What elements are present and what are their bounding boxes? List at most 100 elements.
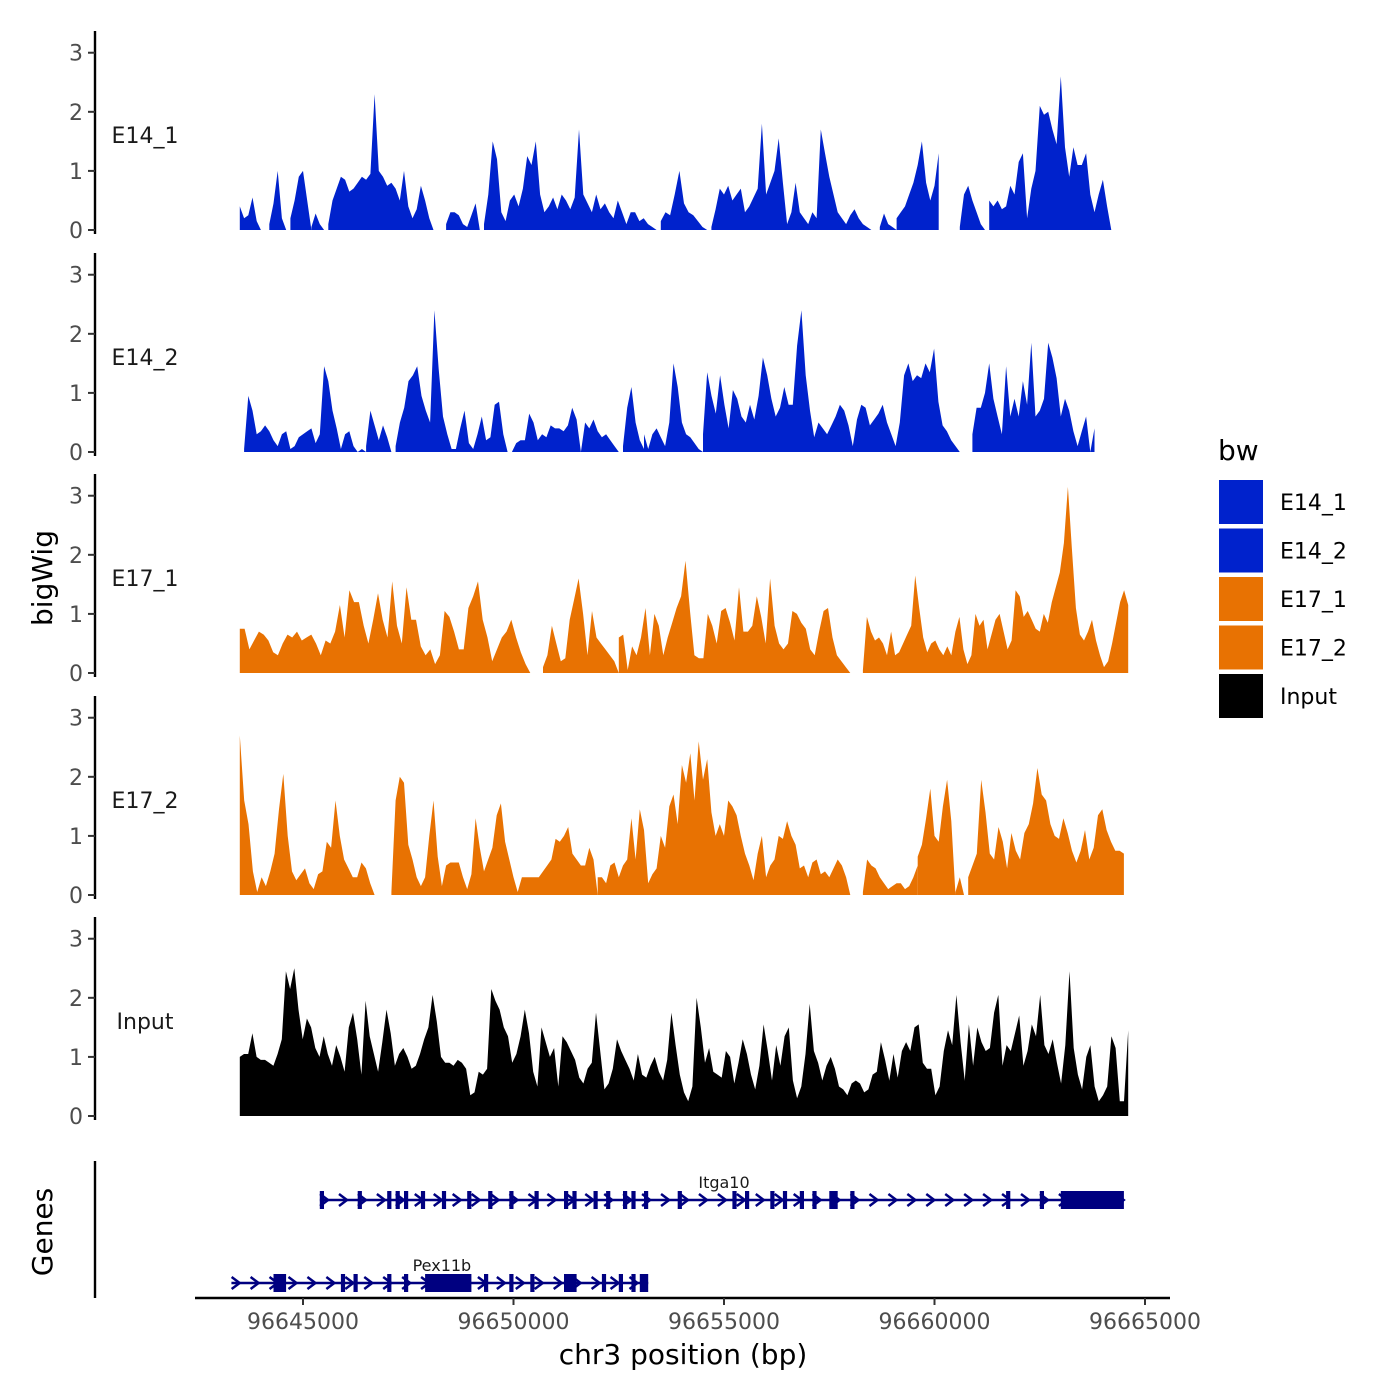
- exon: [509, 1274, 514, 1292]
- exon: [534, 1191, 539, 1209]
- coverage-area: [244, 366, 367, 452]
- strand-arrow: [982, 1193, 994, 1207]
- exon: [770, 1191, 775, 1209]
- strand-arrow: [534, 1276, 545, 1290]
- coverage-area: [959, 185, 985, 230]
- genes-axis-title: Genes: [26, 1188, 59, 1276]
- x-tick-label: 96660000: [879, 1310, 991, 1335]
- exon: [1039, 1191, 1044, 1209]
- strand-arrow: [963, 1193, 975, 1207]
- strand-arrow: [755, 1193, 766, 1207]
- exon: [631, 1274, 636, 1292]
- exon: [420, 1191, 426, 1209]
- coverage-area: [989, 76, 1112, 231]
- strand-arrow: [679, 1193, 691, 1207]
- y-tick-label: 0: [69, 1105, 83, 1130]
- coverage-area: [879, 213, 897, 230]
- coverage-tracks: 0 1 2 3 E14_1 0 1 2 3 E14_2 0 1 2 3 E17_1 0 1 2 3 E17_2 0 1 2 3…: [69, 31, 1129, 1130]
- exon: [564, 1191, 569, 1209]
- legend-swatch-E14_1: [1219, 480, 1263, 524]
- strand-arrow: [470, 1193, 482, 1207]
- exon: [395, 1191, 400, 1209]
- exon: [1060, 1191, 1124, 1209]
- coverage-area: [395, 310, 581, 452]
- strand-arrow: [609, 1276, 621, 1290]
- y-tick-label: 3: [69, 264, 83, 289]
- track-label: Input: [117, 1010, 174, 1035]
- strand-arrow: [287, 1276, 299, 1290]
- strand-arrow: [249, 1276, 261, 1290]
- strand-arrow: [552, 1276, 564, 1290]
- track-panel-E14_2: 0 1 2 3 E14_2: [69, 253, 1095, 466]
- exon: [677, 1191, 682, 1209]
- y-tick-label: 1: [69, 382, 83, 407]
- exon: [387, 1274, 392, 1292]
- exon: [425, 1274, 472, 1292]
- exon: [745, 1191, 750, 1209]
- exon: [564, 1274, 577, 1292]
- exon: [782, 1191, 788, 1209]
- strand-arrow: [925, 1193, 937, 1207]
- strand-arrow: [717, 1193, 728, 1207]
- y-axis-title: bigWig: [26, 530, 59, 626]
- exon: [606, 1191, 611, 1209]
- track-panel-E17_2: 0 1 2 3 E17_2: [69, 696, 1124, 909]
- coverage-area: [862, 859, 918, 895]
- x-axis-title: chr3 position (bp): [559, 1338, 808, 1371]
- y-tick-label: 2: [69, 323, 83, 348]
- exon: [572, 1191, 577, 1209]
- coverage-area: [239, 968, 1129, 1116]
- gene-name-label: Pex11b: [413, 1256, 472, 1275]
- strand-arrow: [515, 1276, 526, 1290]
- legend-title: bw: [1218, 434, 1259, 467]
- strand-arrow: [944, 1193, 956, 1207]
- exon: [618, 1274, 623, 1292]
- legend-swatch-E17_2: [1219, 625, 1263, 670]
- strand-arrow: [325, 1276, 337, 1290]
- y-tick-label: 3: [69, 707, 83, 732]
- track-panel-Input: 0 1 2 3 Input: [69, 917, 1129, 1130]
- y-tick-label: 0: [69, 884, 83, 909]
- legend-label: Input: [1280, 685, 1337, 710]
- y-tick-label: 1: [69, 825, 83, 850]
- exon: [357, 1191, 362, 1209]
- legend: bw E14_1 E14_2 E17_1 E17_2 Input: [1218, 434, 1347, 718]
- exon: [340, 1274, 346, 1292]
- strand-arrow: [660, 1193, 672, 1207]
- exon: [812, 1191, 817, 1209]
- exon: [273, 1274, 287, 1292]
- legend-swatch-E17_1: [1219, 577, 1263, 621]
- coverage-area: [446, 203, 480, 230]
- coverage-area: [580, 419, 619, 452]
- legend-label: E17_1: [1280, 588, 1347, 613]
- exon: [732, 1191, 737, 1209]
- exon: [631, 1191, 636, 1209]
- strand-arrow: [363, 1276, 375, 1290]
- coverage-area: [328, 94, 434, 230]
- exon: [639, 1274, 649, 1292]
- legend-swatch-Input: [1219, 674, 1263, 718]
- exon: [488, 1191, 493, 1209]
- strand-arrow: [584, 1193, 596, 1207]
- gene-name-label: Itga10: [698, 1173, 749, 1192]
- exon: [850, 1191, 855, 1209]
- y-tick-label: 1: [69, 603, 83, 628]
- coverage-area: [239, 735, 375, 895]
- exon: [799, 1191, 804, 1209]
- strand-arrow: [489, 1193, 501, 1207]
- exon: [484, 1274, 489, 1292]
- exon: [353, 1274, 358, 1292]
- track-label: E17_2: [112, 789, 179, 814]
- strand-arrow: [451, 1193, 463, 1207]
- coverage-area: [391, 776, 598, 895]
- y-tick-label: 0: [69, 219, 83, 244]
- coverage-area: [239, 581, 531, 673]
- coverage-area: [597, 741, 851, 895]
- strand-arrow: [376, 1193, 387, 1207]
- y-tick-label: 3: [69, 928, 83, 953]
- y-tick-label: 2: [69, 766, 83, 791]
- coverage-area: [366, 410, 392, 452]
- y-tick-label: 3: [69, 42, 83, 67]
- strand-arrow: [338, 1193, 350, 1207]
